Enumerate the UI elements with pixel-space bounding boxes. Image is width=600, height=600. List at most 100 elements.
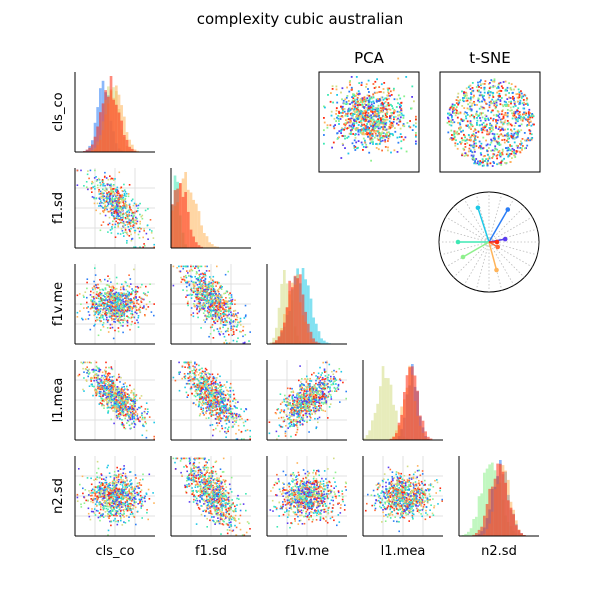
scatter-point (110, 390, 112, 393)
scatter-point (236, 324, 239, 326)
scatter-point (216, 396, 218, 399)
scatter-point (299, 402, 302, 404)
scatter-point (141, 307, 144, 309)
scatter-point (107, 373, 109, 375)
scatter-point (84, 361, 86, 364)
scatter-point (198, 388, 201, 390)
scatter-point (186, 282, 188, 284)
histogram-bar (315, 323, 318, 344)
scatter-point (103, 195, 105, 198)
scatter-point (205, 369, 208, 371)
scatter-point (97, 294, 99, 297)
scatter-point (292, 403, 294, 405)
scatter-point (118, 215, 121, 217)
scatter-point (296, 393, 299, 395)
scatter-point (133, 316, 136, 319)
scatter-point (131, 306, 133, 308)
scatter-point (142, 424, 144, 427)
scatter-point (305, 408, 308, 411)
scatter-point (206, 381, 208, 383)
scatter-point (196, 399, 198, 401)
scatter-point (204, 283, 207, 286)
scatter-point (190, 289, 193, 292)
scatter-point (100, 379, 103, 381)
scatter-point (326, 361, 328, 364)
scatter-point (135, 203, 138, 206)
scatter-point (216, 408, 219, 411)
scatter-point (147, 291, 149, 293)
histogram-bar (285, 307, 289, 344)
scatter-point (104, 288, 107, 291)
scatter-point (217, 396, 219, 398)
scatter-point (107, 410, 110, 412)
scatter-point (131, 312, 133, 315)
scatter-point (211, 317, 214, 320)
scatter-point (219, 301, 222, 303)
scatter-point (125, 400, 127, 403)
scatter-point (130, 389, 133, 392)
scatter-point (116, 189, 119, 191)
scatter-point (105, 380, 108, 383)
scatter-point (120, 389, 123, 391)
scatter-point (318, 409, 320, 412)
scatter-point (132, 211, 134, 214)
scatter-point (229, 386, 231, 389)
scatter-point (279, 411, 281, 414)
scatter-point (314, 399, 317, 402)
scatter-point (214, 308, 217, 311)
scatter-point (137, 316, 140, 319)
scatter-point (225, 409, 227, 412)
scatter-point (101, 288, 104, 291)
scatter-point (295, 419, 298, 422)
scatter-point (194, 366, 196, 368)
scatter-point (185, 285, 188, 288)
scatter-point (205, 397, 208, 399)
scatter-point (130, 400, 133, 402)
scatter-point (149, 283, 151, 285)
scatter-point (225, 314, 228, 316)
scatter-point (206, 403, 209, 406)
scatter-point (92, 368, 95, 371)
histogram-bar (307, 323, 310, 344)
scatter-point (112, 188, 114, 190)
scatter-point (117, 312, 119, 315)
scatter-point (134, 322, 136, 324)
scatter-point (100, 304, 102, 306)
scatter-point (332, 383, 335, 386)
scatter-point (228, 317, 230, 319)
scatter-point (178, 270, 181, 273)
scatter-point (219, 384, 222, 386)
scatter-point (115, 208, 118, 211)
scatter-point (105, 399, 107, 401)
scatter-point (314, 398, 317, 401)
scatter-point (293, 396, 296, 399)
histogram-bar (400, 414, 403, 440)
scatter-point (93, 196, 95, 199)
scatter-point (132, 398, 134, 401)
histogram-bar (392, 404, 395, 440)
scatter-point (317, 392, 319, 394)
scatter-point (107, 183, 110, 186)
scatter-point (115, 215, 118, 217)
scatter-point (115, 398, 117, 401)
scatter-point (199, 376, 201, 379)
scatter-point (213, 314, 215, 317)
panel-l1.mea-vs-f1.sd (170, 360, 251, 441)
scatter-point (144, 294, 147, 296)
scatter-point (229, 321, 231, 323)
scatter-point (99, 395, 102, 398)
scatter-point (129, 225, 132, 227)
scatter-point (107, 396, 110, 398)
scatter-point (128, 306, 130, 308)
scatter-point (309, 403, 311, 406)
scatter-point (205, 394, 207, 397)
scatter-point (206, 297, 208, 299)
scatter-point (93, 369, 96, 371)
scatter-point (101, 192, 104, 195)
histogram-bar (363, 438, 366, 440)
scatter-point (320, 382, 323, 384)
scatter-point (283, 400, 286, 403)
scatter-point (203, 377, 205, 379)
scatter-point (95, 379, 98, 382)
scatter-point (104, 375, 107, 378)
